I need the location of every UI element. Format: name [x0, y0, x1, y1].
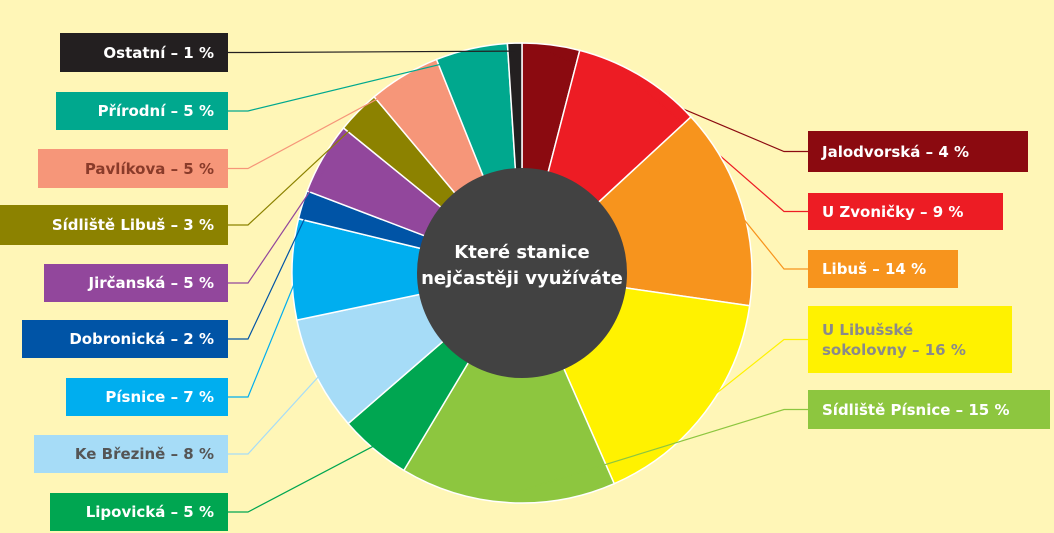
slice-label: Libuš – 14 % — [808, 250, 958, 288]
slice-label: Ostatní – 1 % — [60, 33, 228, 72]
leader-line — [228, 116, 365, 226]
leader-line — [228, 55, 474, 112]
slice-label: Dobronická – 2 % — [22, 320, 228, 358]
leader-line — [228, 50, 515, 54]
leader-line — [698, 338, 808, 408]
slice-label: Písnice – 7 % — [66, 378, 228, 416]
leader-line — [228, 442, 380, 513]
pie-slice — [402, 271, 616, 504]
leader-line — [228, 269, 301, 398]
leader-line — [733, 206, 808, 270]
center-hole — [417, 168, 627, 378]
slice-label: Lipovická – 5 % — [50, 493, 228, 531]
slice-label: Přírodní – 5 % — [56, 92, 228, 130]
leader-line — [228, 371, 324, 455]
slice-label: U Libušské sokolovny – 16 % — [808, 306, 1012, 373]
leader-line — [228, 161, 331, 284]
chart-title: Které stanice nejčastěji využíváte — [421, 242, 623, 289]
leader-line — [228, 206, 311, 340]
slice-label: Sídliště Písnice – 15 % — [808, 390, 1050, 429]
slice-label: U Zvoničky – 9 % — [808, 193, 1003, 230]
slice-label: Sídliště Libuš – 3 % — [0, 205, 228, 245]
slice-label: Jalodvorská – 4 % — [808, 131, 1028, 172]
slice-label: Ke Březině – 8 % — [34, 435, 228, 473]
leader-line — [228, 81, 409, 170]
slice-label: Pavlíkova – 5 % — [38, 149, 228, 188]
slice-label: Jirčanská – 5 % — [44, 264, 228, 302]
pie-slice — [291, 217, 523, 321]
leader-line — [507, 408, 808, 496]
